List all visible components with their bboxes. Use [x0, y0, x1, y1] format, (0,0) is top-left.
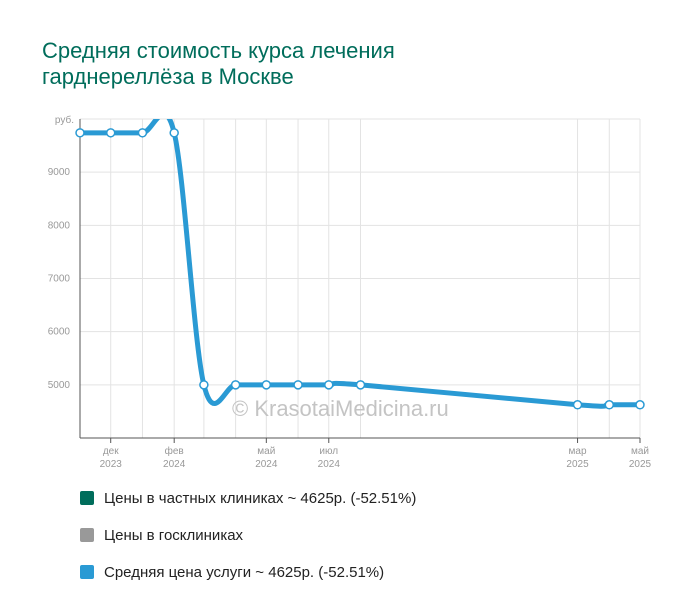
y-tick-label: 5000 [48, 380, 71, 391]
y-tick-label: 8000 [48, 220, 71, 231]
x-tick-year: 2023 [100, 459, 123, 470]
x-tick-month: май [257, 446, 275, 457]
x-tick-year: 2024 [163, 459, 186, 470]
legend-item-public[interactable]: Цены в госклиниках [80, 525, 416, 545]
x-tick-year: 2025 [629, 459, 652, 470]
series-line-average [80, 119, 640, 409]
data-point [199, 380, 209, 390]
chart-title-line-1: Средняя стоимость курса лечения [42, 38, 395, 63]
chart-title-line-2: гарднереллёза в Москве [42, 64, 294, 89]
data-point [75, 128, 85, 138]
legend-item-average[interactable]: Средняя цена услуги ~ 4625р. (-52.51%) [80, 562, 416, 582]
data-point [604, 400, 615, 410]
x-tick-year: 2025 [566, 459, 589, 470]
legend-label-private: Цены в частных клиниках ~ 4625р. (-52.51… [104, 489, 417, 507]
legend-swatch-average [80, 565, 94, 579]
watermark: © KrasotaiMedicina.ru [232, 396, 449, 421]
legend-label-average: Средняя цена услуги ~ 4625р. (-52.51%) [104, 563, 385, 581]
x-tick-month: июл [319, 446, 338, 457]
x-tick-month: фев [165, 445, 184, 457]
chart-title: Средняя стоимость курса лечения гарднере… [42, 38, 642, 90]
data-point [169, 128, 179, 138]
x-tick-year: 2024 [255, 459, 278, 470]
data-point [355, 380, 366, 390]
y-tick-label: 9000 [48, 167, 71, 178]
data-point [572, 400, 583, 410]
x-tick-month: дек [103, 446, 119, 457]
price-chart: 5000 6000 7000 8000 9000 руб. дек 2023 фев 2024 ма… [48, 114, 652, 470]
legend-swatch-private [80, 491, 94, 505]
y-tick-label: 7000 [48, 274, 71, 285]
legend-item-private[interactable]: Цены в частных клиниках ~ 4625р. (-52.51… [80, 488, 416, 508]
legend-swatch-public [80, 528, 94, 542]
data-point [635, 400, 645, 410]
data-point [261, 380, 272, 390]
legend-label-public: Цены в госклиниках [104, 526, 244, 544]
legend: Цены в частных клиниках ~ 4625р. (-52.51… [80, 488, 416, 599]
data-point [324, 380, 334, 390]
x-tick-month: мар [569, 446, 587, 457]
y-tick-label: 6000 [48, 327, 71, 338]
data-point [137, 128, 148, 138]
x-tick-year: 2024 [318, 459, 341, 470]
y-unit-label: руб. [55, 114, 74, 126]
x-tick-month: май [631, 446, 649, 457]
data-point [293, 380, 303, 390]
data-point [230, 380, 241, 390]
data-point [105, 128, 116, 138]
